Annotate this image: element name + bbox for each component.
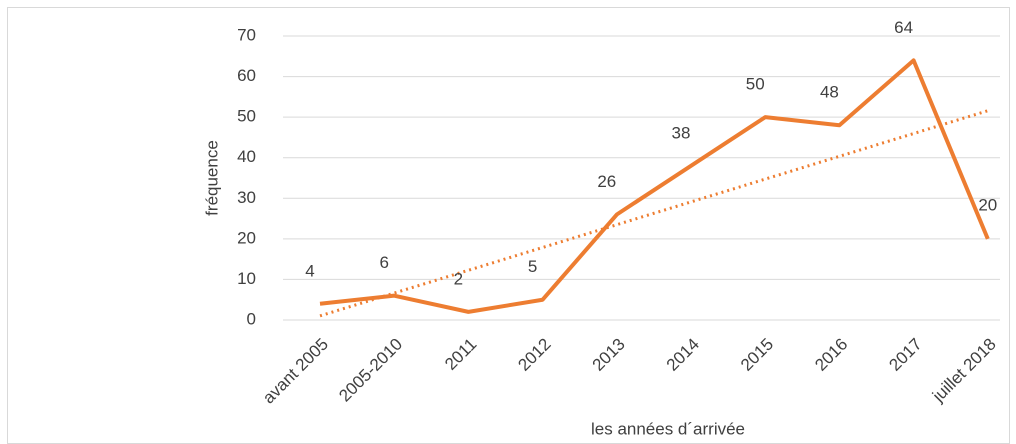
data-label: 50 — [746, 75, 765, 94]
y-tick-label: 0 — [247, 309, 256, 328]
data-label: 64 — [894, 18, 913, 37]
data-line — [319, 58, 990, 314]
y-tick-label: 70 — [237, 25, 256, 44]
chart-frame — [7, 7, 1010, 444]
data-label: 20 — [978, 195, 997, 214]
y-tick-label: 40 — [237, 147, 256, 166]
y-tick-label: 30 — [237, 188, 256, 207]
data-label: 48 — [820, 83, 839, 102]
y-tick-label: 10 — [237, 269, 256, 288]
y-tick-label: 60 — [237, 66, 256, 85]
data-label: 5 — [528, 257, 537, 276]
y-tick-label: 20 — [237, 228, 256, 247]
trend-line — [319, 109, 989, 318]
x-axis-title: les années d´arrivée — [591, 419, 745, 438]
data-label: 2 — [454, 269, 463, 288]
data-label: 4 — [305, 261, 314, 280]
y-tick-label: 50 — [237, 107, 256, 126]
data-label: 38 — [672, 123, 691, 142]
y-axis-title: fréquence — [202, 140, 221, 216]
data-label: 6 — [379, 253, 388, 272]
data-label: 26 — [597, 172, 616, 191]
